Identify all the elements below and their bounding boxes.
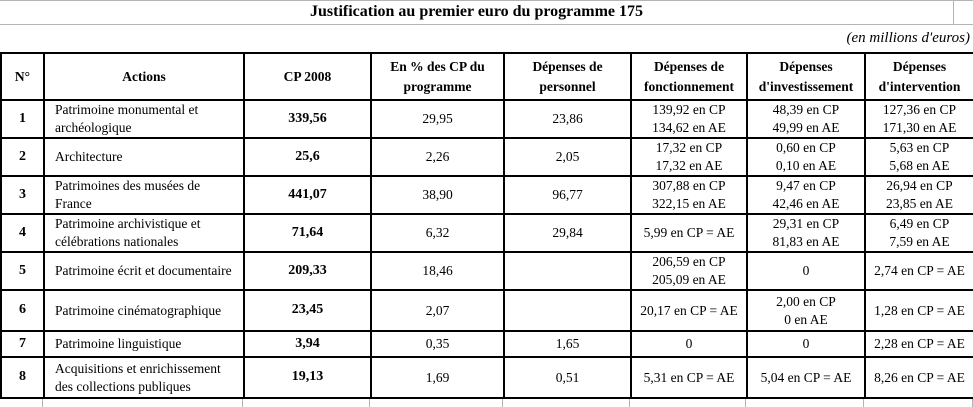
cell-pct-cp: 2,07 <box>370 289 505 332</box>
col-header-num: N° <box>0 52 45 101</box>
cell-fonctionnement: 5,99 en CP = AE <box>630 213 748 253</box>
cell-intervention: 26,94 en CP 23,85 en AE <box>864 175 973 215</box>
budget-table: N° Actions CP 2008 En % des CP du progra… <box>0 52 973 399</box>
cell-fonctionnement: 5,31 en CP = AE <box>630 356 748 399</box>
table-row: 1 Patrimoine monumental et archéologique… <box>0 99 973 139</box>
cell-action: Patrimoine monumental et archéologique <box>43 99 245 139</box>
cell-investissement: 0 <box>746 330 866 358</box>
cell-num: 7 <box>0 330 45 358</box>
cell-cp-2008: 25,6 <box>243 137 372 177</box>
cell-personnel <box>503 289 632 332</box>
cell-intervention: 6,49 en CP 7,59 en AE <box>864 213 973 253</box>
cell-action: Architecture <box>43 137 245 177</box>
cell-num: 4 <box>0 213 45 253</box>
cell-pct-cp: 6,32 <box>370 213 505 253</box>
cell-pct-cp: 2,26 <box>370 137 505 177</box>
cell-action: Patrimoine écrit et documentaire <box>43 251 245 291</box>
cell-investissement: 2,00 en CP 0 en AE <box>746 289 866 332</box>
cell-num: 8 <box>0 356 45 399</box>
empty-gridline-row <box>0 399 973 407</box>
cell-cp-2008: 3,94 <box>243 330 372 358</box>
cell-action: Patrimoines des musées de France <box>43 175 245 215</box>
cell-action: Acquisitions et enrichissement des colle… <box>43 356 245 399</box>
cell-cp-2008: 209,33 <box>243 251 372 291</box>
cell-personnel: 29,84 <box>503 213 632 253</box>
cell-intervention: 127,36 en CP 171,30 en AE <box>864 99 973 139</box>
table-row: 4 Patrimoine archivistique et célébratio… <box>0 213 973 253</box>
cell-pct-cp: 1,69 <box>370 356 505 399</box>
cell-personnel: 0,51 <box>503 356 632 399</box>
cell-pct-cp: 38,90 <box>370 175 505 215</box>
col-header-investissement: Dépenses d'investissement <box>746 52 866 101</box>
title-corner-cell <box>953 1 973 24</box>
cell-cp-2008: 441,07 <box>243 175 372 215</box>
col-header-intervention: Dépenses d'intervention <box>864 52 973 101</box>
cell-investissement: 48,39 en CP 49,99 en AE <box>746 99 866 139</box>
cell-action: Patrimoine linguistique <box>43 330 245 358</box>
cell-fonctionnement: 0 <box>630 330 748 358</box>
cell-cp-2008: 71,64 <box>243 213 372 253</box>
cell-fonctionnement: 307,88 en CP 322,15 en AE <box>630 175 748 215</box>
cell-intervention: 8,26 en CP = AE <box>864 356 973 399</box>
title-row: Justification au premier euro du program… <box>0 0 973 25</box>
cell-fonctionnement: 20,17 en CP = AE <box>630 289 748 332</box>
units-note: (en millions d'euros) <box>846 30 970 46</box>
cell-num: 2 <box>0 137 45 177</box>
table-row: 3 Patrimoines des musées de France 441,0… <box>0 175 973 215</box>
cell-intervention: 1,28 en CP = AE <box>864 289 973 332</box>
cell-pct-cp: 0,35 <box>370 330 505 358</box>
cell-personnel: 1,65 <box>503 330 632 358</box>
cell-num: 1 <box>0 99 45 139</box>
cell-num: 5 <box>0 251 45 291</box>
cell-personnel: 96,77 <box>503 175 632 215</box>
cell-intervention: 5,63 en CP 5,68 en AE <box>864 137 973 177</box>
table-row: 7 Patrimoine linguistique 3,94 0,35 1,65… <box>0 330 973 358</box>
cell-investissement: 29,31 en CP 81,83 en AE <box>746 213 866 253</box>
cell-investissement: 0,60 en CP 0,10 en AE <box>746 137 866 177</box>
cell-fonctionnement: 206,59 en CP 205,09 en AE <box>630 251 748 291</box>
table-row: 8 Acquisitions et enrichissement des col… <box>0 356 973 399</box>
cell-num: 3 <box>0 175 45 215</box>
table-row: 5 Patrimoine écrit et documentaire 209,3… <box>0 251 973 291</box>
cell-action: Patrimoine cinématographique <box>43 289 245 332</box>
cell-personnel: 23,86 <box>503 99 632 139</box>
cell-fonctionnement: 17,32 en CP 17,32 en AE <box>630 137 748 177</box>
cell-cp-2008: 19,13 <box>243 356 372 399</box>
cell-investissement: 5,04 en CP = AE <box>746 356 866 399</box>
page-title: Justification au premier euro du program… <box>309 3 644 20</box>
cell-investissement: 0 <box>746 251 866 291</box>
cell-personnel: 2,05 <box>503 137 632 177</box>
cell-pct-cp: 29,95 <box>370 99 505 139</box>
col-header-personnel: Dépenses de personnel <box>503 52 632 101</box>
cell-action: Patrimoine archivistique et célébrations… <box>43 213 245 253</box>
cell-investissement: 9,47 en CP 42,46 en AE <box>746 175 866 215</box>
col-header-cp-2008: CP 2008 <box>243 52 372 101</box>
col-header-fonctionnement: Dépenses de fonctionnement <box>630 52 748 101</box>
cell-personnel <box>503 251 632 291</box>
units-note-row: (en millions d'euros) <box>0 25 973 52</box>
col-header-actions: Actions <box>43 52 245 101</box>
table-row: 6 Patrimoine cinématographique 23,45 2,0… <box>0 289 973 332</box>
cell-intervention: 2,28 en CP = AE <box>864 330 973 358</box>
cell-intervention: 2,74 en CP = AE <box>864 251 973 291</box>
cell-fonctionnement: 139,92 en CP 134,62 en AE <box>630 99 748 139</box>
header-row: N° Actions CP 2008 En % des CP du progra… <box>0 52 973 101</box>
cell-cp-2008: 339,56 <box>243 99 372 139</box>
cell-num: 6 <box>0 289 45 332</box>
cell-pct-cp: 18,46 <box>370 251 505 291</box>
cell-cp-2008: 23,45 <box>243 289 372 332</box>
table-row: 2 Architecture 25,6 2,26 2,05 17,32 en C… <box>0 137 973 177</box>
col-header-pct-cp: En % des CP du programme <box>370 52 505 101</box>
